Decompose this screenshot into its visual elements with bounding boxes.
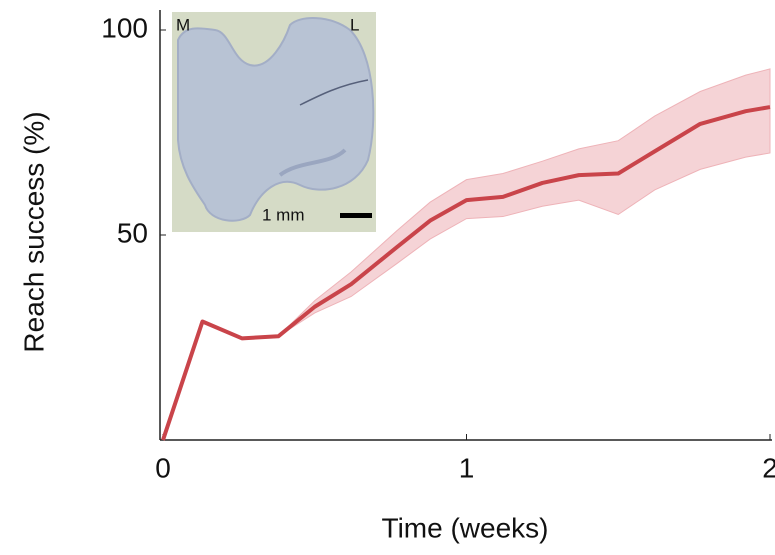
x-tick-label: 1 [459, 452, 475, 483]
scale-bar [340, 213, 372, 218]
y-tick-label: 100 [101, 12, 148, 43]
x-tick-label: 2 [762, 452, 775, 483]
x-axis-label: Time (weeks) [382, 512, 549, 543]
inset-label: M [176, 15, 190, 34]
y-axis-label: Reach success (%) [18, 111, 49, 352]
scale-label: 1 mm [262, 205, 305, 224]
inset-label: L [350, 15, 359, 34]
chart: M L 1 mm Time (weeks) Reach success (%) … [0, 0, 775, 555]
x-tick-label: 0 [155, 452, 171, 483]
inset-image: M L 1 mm [172, 12, 376, 232]
y-tick-label: 50 [117, 217, 148, 248]
